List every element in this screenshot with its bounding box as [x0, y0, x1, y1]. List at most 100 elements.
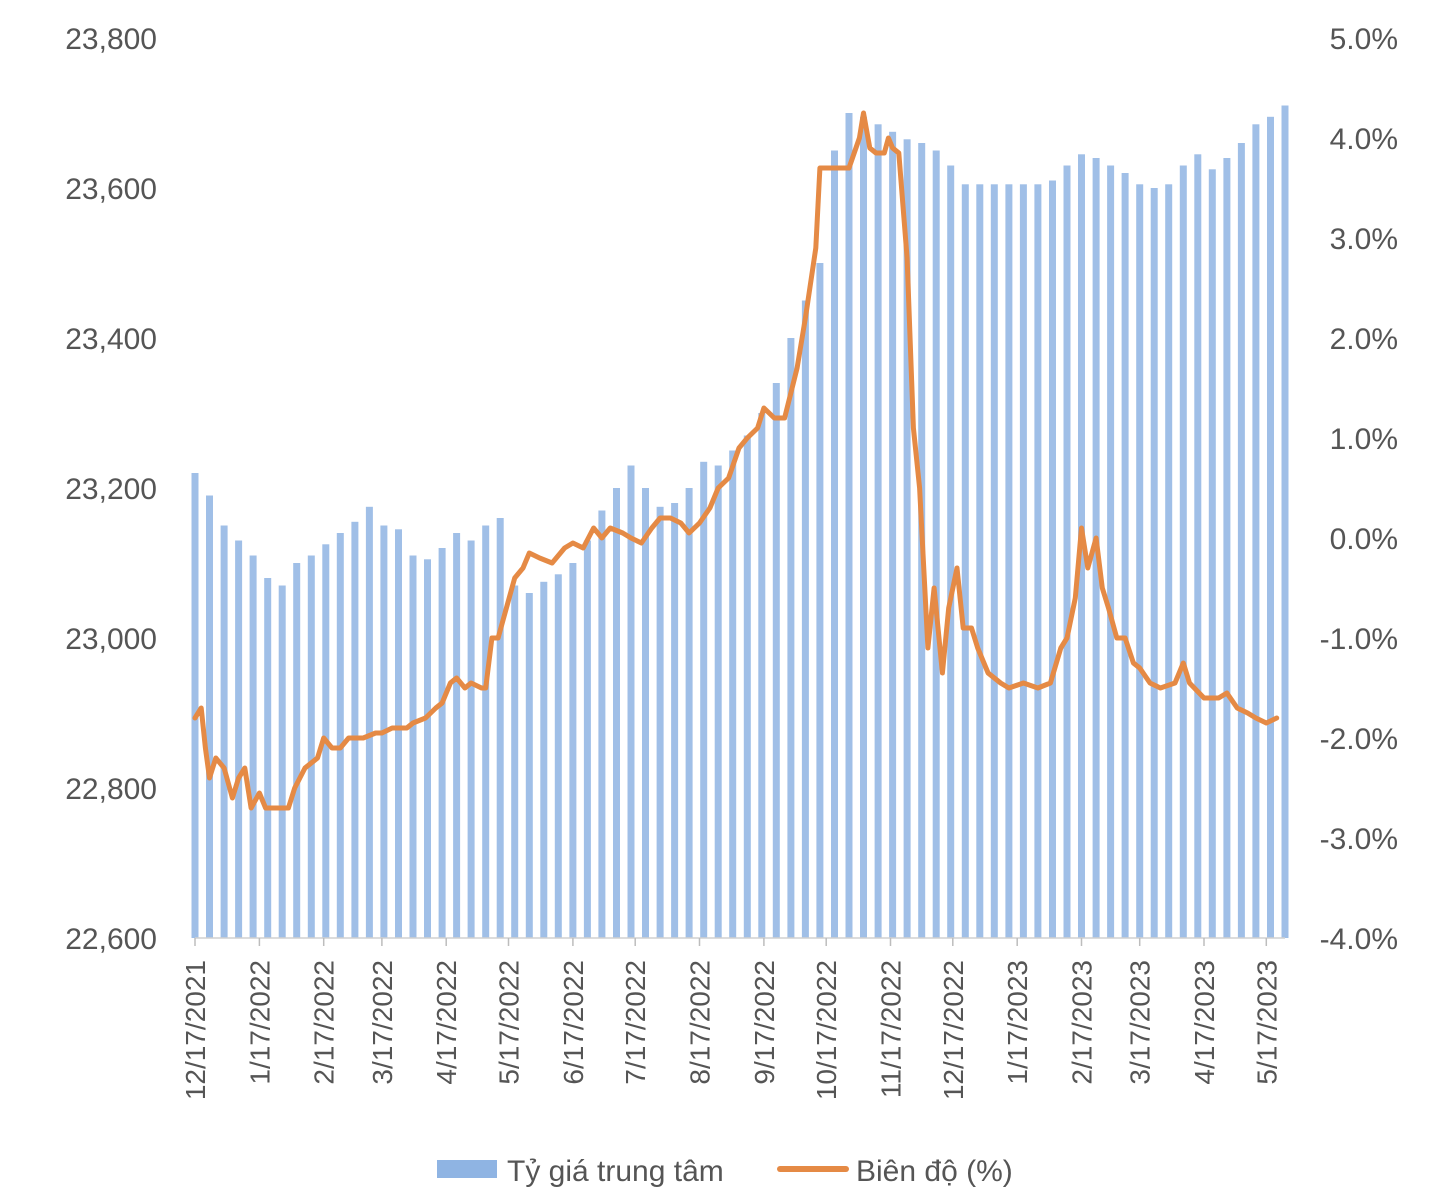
y-right-tick-label: -1.0% [1320, 623, 1398, 656]
bar-59 [1049, 180, 1056, 938]
y-right-tick-label: -4.0% [1320, 923, 1398, 956]
y-right-tick-label: 3.0% [1330, 223, 1398, 256]
bar-0 [191, 473, 199, 938]
bar-28 [598, 510, 606, 938]
bar-75 [1281, 105, 1289, 938]
legend-bar-swatch [437, 1160, 497, 1178]
x-tick-label: 4/17/2022 [431, 960, 462, 1085]
bar-17 [438, 548, 446, 938]
bar-47 [874, 124, 882, 939]
bar-6 [278, 585, 286, 938]
bar-63 [1107, 165, 1115, 938]
bar-4 [249, 555, 257, 938]
x-tick-label: 4/17/2023 [1189, 960, 1220, 1085]
bar-20 [482, 525, 490, 938]
bar-10 [336, 533, 344, 938]
x-tick-label: 8/17/2022 [685, 960, 716, 1085]
bar-24 [540, 581, 548, 939]
legend-bar-label: Tỷ giá trung tâm [507, 1155, 724, 1188]
bar-71 [1223, 158, 1231, 938]
bar-56 [1005, 184, 1013, 939]
bar-21 [496, 518, 504, 938]
bar-2 [220, 525, 228, 938]
bar-66 [1150, 188, 1158, 938]
bar-7 [293, 563, 301, 938]
bar-26 [569, 563, 577, 938]
y-left-tick-label: 23,200 [65, 473, 157, 506]
y-right-tick-label: 2.0% [1330, 323, 1398, 356]
y-right-tick-label: 4.0% [1330, 123, 1398, 156]
y-right-tick-label: 5.0% [1330, 23, 1398, 56]
bar-25 [554, 574, 562, 939]
x-tick-label: 3/17/2022 [367, 960, 398, 1085]
x-tick-label: 2/17/2023 [1067, 960, 1098, 1085]
y-left-tick-label: 23,600 [65, 173, 157, 206]
bar-16 [424, 559, 431, 939]
bar-43 [816, 263, 824, 938]
bar-37 [729, 450, 737, 938]
bar-5 [264, 578, 272, 938]
bar-38 [743, 435, 751, 938]
bar-64 [1121, 173, 1129, 938]
x-tick-label: 1/17/2022 [244, 960, 275, 1085]
bar-58 [1034, 184, 1042, 939]
bar-51 [932, 150, 940, 938]
y-right-tick-label: 0.0% [1330, 523, 1398, 556]
bar-3 [235, 540, 243, 938]
bar-29 [613, 488, 620, 938]
x-tick-label: 9/17/2022 [749, 960, 780, 1085]
bar-11 [351, 521, 359, 939]
bar-73 [1252, 124, 1260, 939]
bar-27 [583, 540, 591, 938]
ticks-layer: 22,600 22,800 23,000 23,200 23,400 23,600 23,8… [65, 23, 1398, 1100]
x-tick-label: 3/17/2023 [1125, 960, 1156, 1085]
bar-53 [961, 184, 969, 939]
x-tick-label: 7/17/2022 [620, 960, 651, 1085]
bar-44 [831, 150, 838, 938]
legend: Tỷ giá trung tâm Biên độ (%) [437, 1155, 1013, 1188]
x-tick-label: 11/17/2022 [876, 960, 907, 1098]
bar-72 [1237, 143, 1245, 938]
bar-67 [1165, 184, 1173, 939]
bar-49 [903, 139, 911, 939]
bar-57 [1019, 184, 1027, 939]
bar-40 [772, 383, 780, 938]
x-tick-label: 6/17/2022 [558, 960, 589, 1085]
bar-48 [889, 131, 897, 939]
bar-14 [395, 529, 402, 939]
series-line-margin [192, 110, 1280, 811]
bar-34 [685, 488, 693, 938]
bar-12 [365, 506, 373, 939]
bar-31 [642, 488, 649, 938]
bar-36 [714, 465, 722, 938]
bar-74 [1267, 116, 1274, 939]
line-layer [192, 110, 1280, 811]
bar-41 [787, 338, 795, 938]
y-left-tick-label: 22,800 [65, 773, 157, 806]
bar-15 [409, 555, 417, 938]
bar-52 [947, 165, 955, 938]
bar-23 [525, 593, 533, 938]
bar-19 [467, 540, 475, 938]
legend-line-label: Biên độ (%) [856, 1155, 1013, 1188]
y-left-tick-label: 23,400 [65, 323, 157, 356]
bar-33 [671, 503, 679, 938]
bar-70 [1208, 169, 1216, 939]
x-tick-label: 12/17/2022 [938, 960, 969, 1100]
y-right-tick-label: 1.0% [1330, 423, 1398, 456]
bar-18 [453, 533, 461, 938]
bar-30 [627, 465, 635, 938]
bar-69 [1194, 154, 1202, 939]
bar-45 [845, 113, 853, 938]
x-tick-label: 12/17/2021 [180, 960, 211, 1100]
bar-68 [1179, 165, 1187, 938]
bar-35 [700, 461, 708, 939]
bar-8 [307, 555, 315, 938]
y-right-tick-label: -3.0% [1320, 823, 1398, 856]
bar-54 [976, 184, 984, 939]
x-tick-label: 1/17/2023 [1002, 960, 1033, 1085]
bar-39 [758, 413, 766, 938]
x-tick-label: 2/17/2022 [309, 960, 340, 1085]
